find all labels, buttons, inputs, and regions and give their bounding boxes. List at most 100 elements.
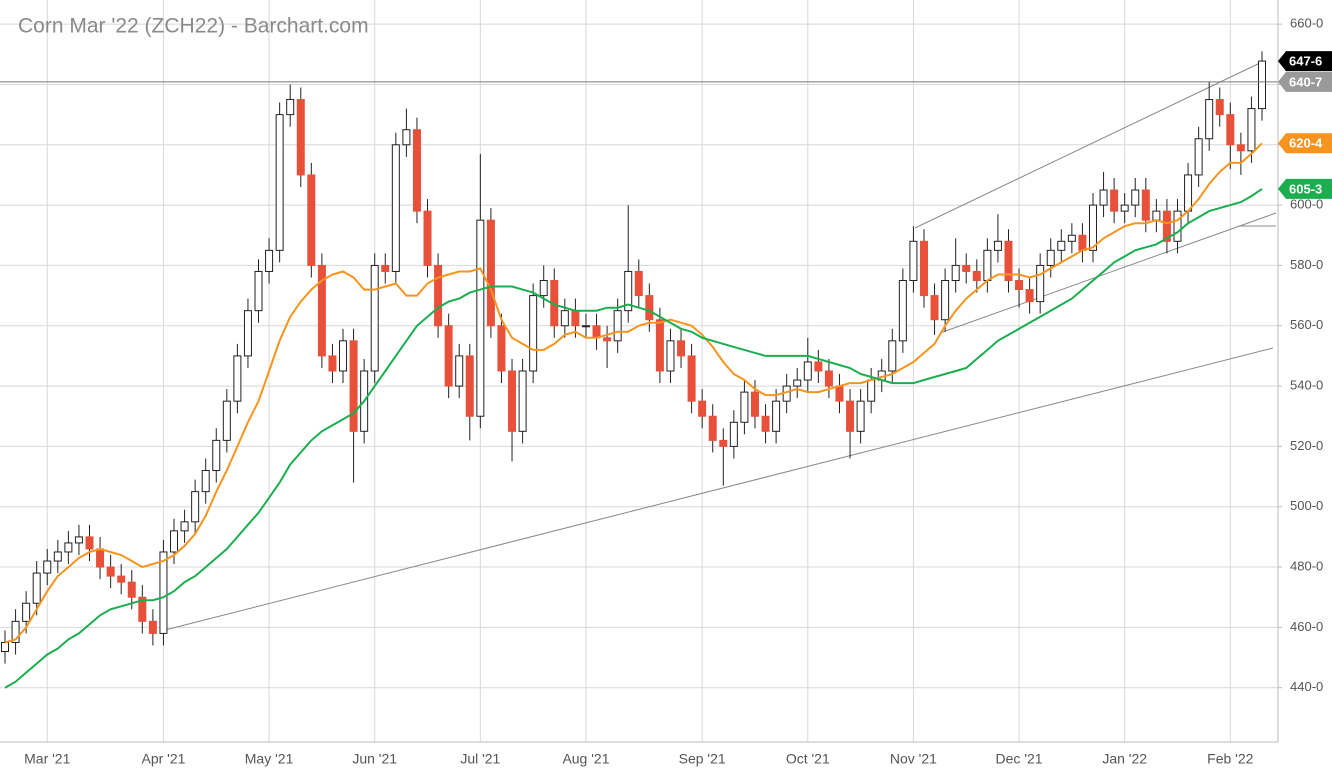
candle-body bbox=[286, 99, 295, 116]
candle-body bbox=[465, 355, 474, 417]
candle-body bbox=[888, 340, 897, 372]
y-tick-label: 560-0 bbox=[1290, 317, 1323, 332]
candle-body bbox=[687, 355, 696, 402]
candle-body bbox=[339, 340, 348, 372]
candle-body bbox=[846, 400, 855, 432]
candle-body bbox=[1004, 240, 1013, 282]
candle-body bbox=[455, 355, 464, 387]
y-tick-label: 500-0 bbox=[1290, 498, 1323, 513]
candle-body bbox=[719, 439, 728, 447]
candle-body bbox=[1, 641, 9, 653]
candle-body bbox=[624, 270, 633, 312]
candle-body bbox=[486, 219, 495, 327]
candle-body bbox=[1036, 264, 1045, 303]
candle-body bbox=[634, 270, 643, 297]
x-tick-label: Jul '21 bbox=[460, 751, 500, 767]
x-tick-label: Apr '21 bbox=[141, 751, 185, 767]
candle-body bbox=[391, 144, 400, 272]
candle-body bbox=[803, 361, 812, 381]
y-tick-label: 600-0 bbox=[1290, 197, 1323, 212]
candle-body bbox=[296, 99, 305, 176]
candle-body bbox=[898, 280, 907, 342]
x-tick-label: Sep '21 bbox=[679, 751, 726, 767]
candle-body bbox=[53, 551, 62, 562]
candle-body bbox=[1088, 204, 1097, 251]
candle-body bbox=[1131, 189, 1140, 206]
candle-body bbox=[750, 391, 759, 417]
candle-body bbox=[106, 566, 115, 577]
price-tag bbox=[1278, 71, 1332, 92]
candle-body bbox=[1067, 234, 1076, 242]
moving-average bbox=[4, 188, 1263, 689]
candle-body bbox=[117, 575, 126, 583]
candle-body bbox=[603, 337, 612, 342]
candle-body bbox=[32, 572, 41, 604]
candle-body bbox=[1141, 189, 1150, 221]
candle-body bbox=[941, 280, 950, 321]
candle-body bbox=[581, 325, 590, 328]
price-tag-label: 605-3 bbox=[1289, 181, 1322, 196]
candle-body bbox=[1194, 138, 1203, 176]
candle-body bbox=[729, 421, 738, 447]
x-tick-label: Jan '22 bbox=[1102, 751, 1147, 767]
price-tag-label: 620-4 bbox=[1289, 136, 1323, 151]
candle-body bbox=[74, 536, 83, 544]
candle-body bbox=[539, 280, 548, 297]
candle-body bbox=[571, 310, 580, 327]
trendline bbox=[164, 347, 1274, 631]
candle-body bbox=[930, 295, 939, 321]
candle-body bbox=[1162, 210, 1171, 242]
y-tick-label: 460-0 bbox=[1290, 619, 1323, 634]
candle-body bbox=[1099, 189, 1108, 206]
candle-body bbox=[645, 295, 654, 321]
candle-body bbox=[1215, 99, 1224, 116]
candle-body bbox=[180, 521, 189, 532]
candle-body bbox=[1015, 280, 1024, 291]
candle-body bbox=[677, 340, 686, 357]
candle-body bbox=[381, 264, 390, 272]
candle-body bbox=[1184, 174, 1193, 212]
candle-body bbox=[814, 361, 823, 372]
candle-body bbox=[64, 542, 73, 553]
candle-body bbox=[761, 415, 770, 432]
candle-body bbox=[1205, 99, 1214, 140]
candle-body bbox=[497, 325, 506, 372]
price-tag-label: 647-6 bbox=[1289, 54, 1322, 69]
candle-body bbox=[317, 264, 326, 357]
x-tick-label: Mar '21 bbox=[24, 751, 70, 767]
y-tick-label: 520-0 bbox=[1290, 438, 1323, 453]
candle-body bbox=[993, 240, 1002, 251]
candle-body bbox=[909, 240, 918, 282]
x-tick-label: Jun '21 bbox=[352, 751, 397, 767]
candle-body bbox=[856, 400, 865, 432]
candle-body bbox=[148, 620, 157, 634]
candle-body bbox=[1046, 249, 1055, 266]
x-tick-label: Oct '21 bbox=[786, 751, 830, 767]
candle-body bbox=[402, 129, 411, 146]
candle-body bbox=[22, 602, 31, 622]
candle-body bbox=[613, 310, 622, 342]
candle-body bbox=[919, 240, 928, 297]
candle-body bbox=[96, 548, 105, 568]
candle-body bbox=[328, 355, 337, 372]
candle-body bbox=[740, 391, 749, 423]
candle-body bbox=[444, 325, 453, 387]
candle-body bbox=[222, 400, 231, 441]
x-tick-label: Feb '22 bbox=[1207, 751, 1253, 767]
candle-body bbox=[212, 439, 221, 472]
moving-average bbox=[4, 142, 1263, 644]
candle-body bbox=[1057, 240, 1066, 251]
candle-body bbox=[1173, 210, 1182, 242]
candle-body bbox=[412, 129, 421, 212]
candle-body bbox=[824, 370, 833, 387]
candle-body bbox=[85, 536, 94, 550]
y-tick-label: 580-0 bbox=[1290, 257, 1323, 272]
candle-body bbox=[43, 560, 52, 574]
candle-body bbox=[835, 385, 844, 402]
candle-body bbox=[529, 295, 538, 372]
candle-body bbox=[307, 174, 316, 266]
y-tick-label: 440-0 bbox=[1290, 679, 1323, 694]
x-tick-label: May '21 bbox=[245, 751, 294, 767]
candle-body bbox=[708, 415, 717, 441]
